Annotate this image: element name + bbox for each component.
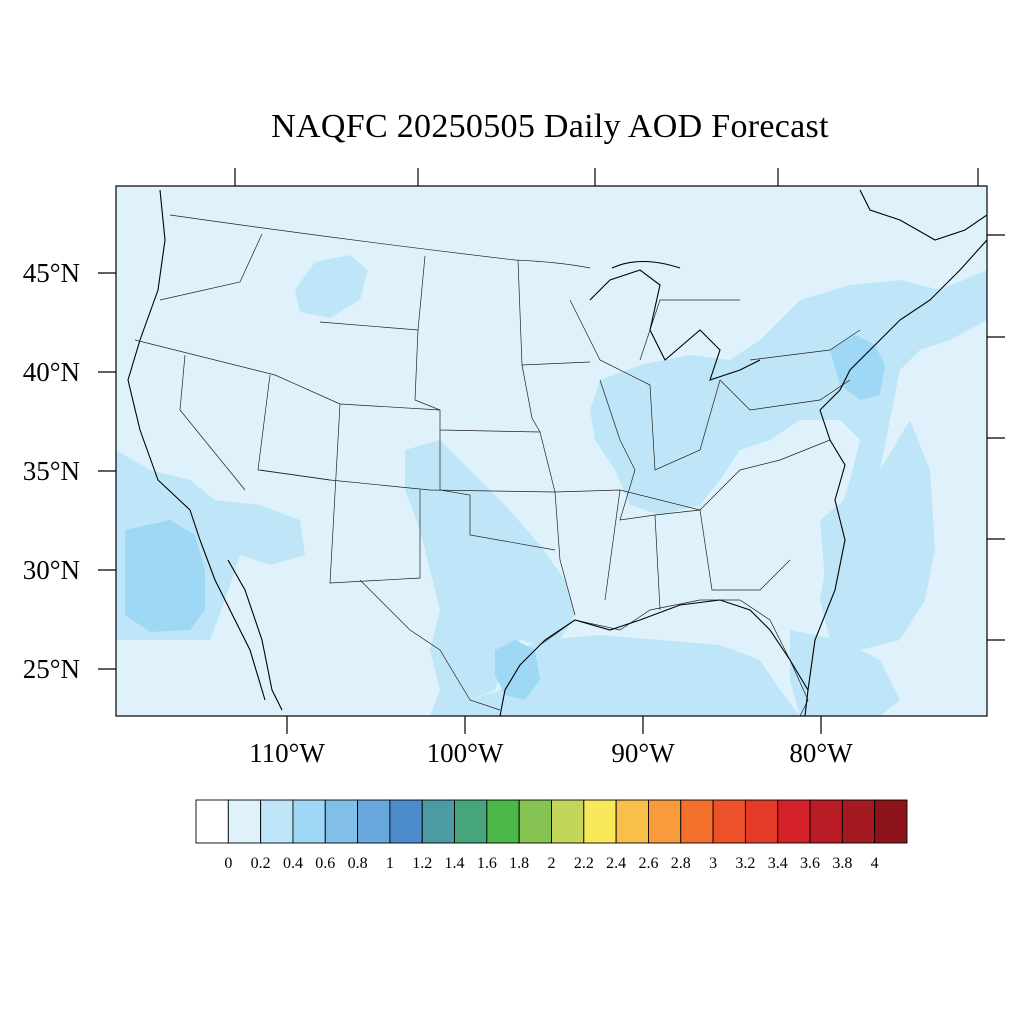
colorbar-label: 0.8 (348, 855, 368, 872)
colorbar-label: 0.4 (283, 855, 303, 872)
lon-label: 110°W (249, 738, 325, 768)
map-frame (115, 185, 988, 717)
colorbar-swatch (680, 799, 714, 844)
colorbar-swatch (744, 799, 779, 844)
colorbar-label: 0.2 (251, 855, 271, 872)
colorbar-swatch (712, 799, 746, 844)
colorbar-swatch (551, 799, 585, 844)
colorbar-swatch (615, 799, 649, 844)
aod-region-atlantic (820, 420, 935, 650)
colorbar-label: 3 (709, 855, 717, 872)
map-title: NAQFC 20250505 Daily AOD Forecast (271, 108, 829, 145)
right-ticks (987, 234, 1005, 641)
lon-label: 90°W (611, 738, 675, 768)
colorbar-swatch (583, 799, 617, 844)
colorbar-label: 3.2 (735, 855, 755, 872)
aod-shading (116, 255, 987, 716)
colorbar-swatch (777, 799, 811, 844)
colorbar-label: 2 (548, 855, 556, 872)
aod-region-montana (295, 255, 368, 318)
aod-region-baja-high (125, 520, 205, 632)
colorbar-swatch (260, 799, 294, 844)
colorbar-swatch (195, 799, 229, 844)
colorbar-label: 2.6 (638, 855, 658, 872)
lat-label: 25°N (23, 654, 80, 684)
colorbar-swatch (421, 799, 456, 844)
aod-region-texas (405, 440, 575, 700)
lat-labels: 45°N 40°N 35°N 30°N 25°N (23, 258, 80, 684)
lon-labels: 110°W 100°W 90°W 80°W (249, 738, 853, 768)
top-ticks (234, 168, 979, 186)
map-panel: 110°W 100°W 90°W 80°W 45°N 40°N 35°N 30°… (23, 168, 1005, 768)
colorbar-swatch (874, 799, 908, 844)
colorbar-label: 1.4 (445, 855, 465, 872)
colorbar-swatch (389, 799, 423, 844)
colorbar-label: 2.8 (671, 855, 691, 872)
colorbar-label: 1.2 (412, 855, 432, 872)
colorbar-label: 0.6 (315, 855, 335, 872)
colorbar-swatch (518, 799, 552, 844)
lat-label: 30°N (23, 555, 80, 585)
state-boundaries (134, 214, 861, 716)
colorbar-swatch (227, 799, 262, 844)
colorbar-label: 3.4 (768, 855, 788, 872)
colorbar-label: 1 (386, 855, 394, 872)
colorbar-swatch (324, 799, 359, 844)
colorbar-label: 3.8 (832, 855, 852, 872)
aod-region-south-atlantic (790, 630, 900, 716)
bottom-ticks (286, 716, 822, 734)
colorbar-swatch (841, 799, 876, 844)
colorbar-label: 1.6 (477, 855, 497, 872)
colorbar (195, 799, 908, 844)
colorbar-label: 2.2 (574, 855, 594, 872)
colorbar-labels: 0 0.2 0.4 0.6 0.8 1 1.2 1.4 1.6 1.8 2 2.2 2.4 2.6 2.8 3… (224, 855, 878, 872)
coastline (127, 189, 987, 716)
left-ticks (98, 272, 116, 670)
colorbar-label: 2.4 (606, 855, 626, 872)
aod-region-midwest (590, 270, 987, 640)
colorbar-label: 4 (871, 855, 879, 872)
colorbar-label: 0 (224, 855, 232, 872)
lat-label: 45°N (23, 258, 80, 288)
lon-label: 80°W (789, 738, 853, 768)
colorbar-swatch (454, 799, 488, 844)
lon-label: 100°W (427, 738, 504, 768)
colorbar-swatch (357, 799, 391, 844)
colorbar-label: 1.8 (509, 855, 529, 872)
colorbar-swatch (809, 799, 843, 844)
colorbar-swatch (648, 799, 682, 844)
colorbar-swatch (486, 799, 520, 844)
colorbar-swatch (292, 799, 326, 844)
lat-label: 40°N (23, 357, 80, 387)
lat-label: 35°N (23, 456, 80, 486)
colorbar-label: 3.6 (800, 855, 820, 872)
